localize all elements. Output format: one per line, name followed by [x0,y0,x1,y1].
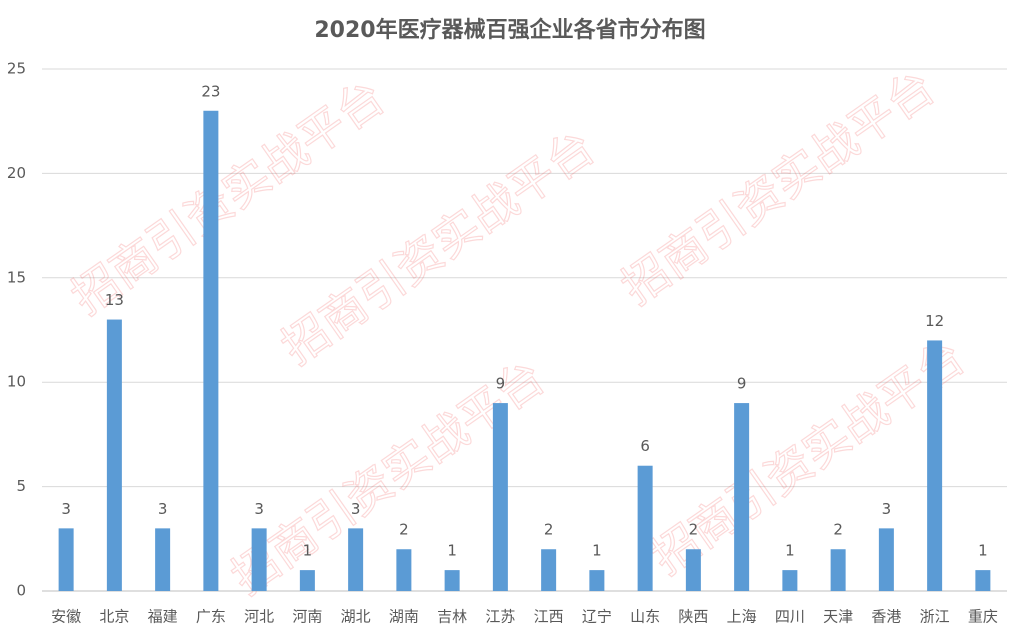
bar [444,570,460,591]
bar [975,570,991,591]
x-tick-label: 福建 [148,608,178,626]
watermark: 招商引资实战平台 [612,59,944,314]
data-label: 23 [201,82,220,100]
data-label: 2 [689,521,699,539]
x-tick-label: 河南 [292,608,322,626]
bar [830,549,846,591]
bar [637,465,653,591]
bar [541,549,557,591]
data-label: 1 [978,542,988,560]
bar [106,319,122,591]
data-label: 13 [105,291,124,309]
data-label: 3 [61,500,71,518]
x-tick-label: 江西 [534,608,564,626]
data-label: 6 [640,437,650,455]
y-tick-label: 15 [7,268,26,286]
x-tick-label: 安徽 [51,608,81,626]
data-label: 1 [592,542,602,560]
x-tick-label: 上海 [727,608,757,626]
x-tick-label: 广东 [196,608,226,626]
data-label: 1 [303,542,313,560]
x-tick-label: 重庆 [968,608,998,626]
x-tick-label: 浙江 [920,608,950,626]
bar [927,340,943,591]
bar [58,528,74,591]
data-label: 3 [158,500,168,518]
x-tick-label: 四川 [775,608,805,626]
data-label: 3 [254,500,264,518]
x-tick-label: 山东 [630,608,660,626]
bar [203,110,219,591]
data-label: 2 [399,521,409,539]
data-label: 2 [544,521,554,539]
bar [299,570,315,591]
data-label: 1 [785,542,795,560]
data-label: 12 [925,312,944,330]
y-tick-label: 25 [7,60,26,78]
data-label: 1 [447,542,457,560]
y-tick-label: 0 [16,582,26,600]
x-tick-label: 辽宁 [582,608,612,626]
bar [589,570,605,591]
x-tick-label: 香港 [871,608,901,626]
bar [878,528,894,591]
x-tick-label: 河北 [244,608,274,626]
y-tick-label: 20 [7,164,26,182]
watermark: 招商引资实战平台 [642,329,974,584]
bar [734,403,750,591]
x-tick-label: 江苏 [485,608,515,626]
y-tick-label: 10 [7,373,26,391]
bar [348,528,364,591]
x-tick-label: 北京 [99,608,129,626]
chart-title: 2020年医疗器械百强企业各省市分布图 [314,17,705,43]
bar [685,549,701,591]
data-label: 2 [833,521,843,539]
data-label: 9 [737,375,747,393]
bar [251,528,267,591]
data-label: 3 [351,500,361,518]
x-tick-label: 吉林 [437,608,467,626]
x-tick-label: 湖南 [389,608,419,626]
bar [782,570,798,591]
x-tick-label: 湖北 [341,608,371,626]
data-label: 9 [496,375,506,393]
y-tick-label: 5 [16,477,26,495]
bar [396,549,412,591]
x-tick-label: 天津 [823,608,853,626]
bar [492,403,508,591]
bar [155,528,171,591]
data-label: 3 [882,500,892,518]
x-tick-label: 陕西 [678,608,708,626]
